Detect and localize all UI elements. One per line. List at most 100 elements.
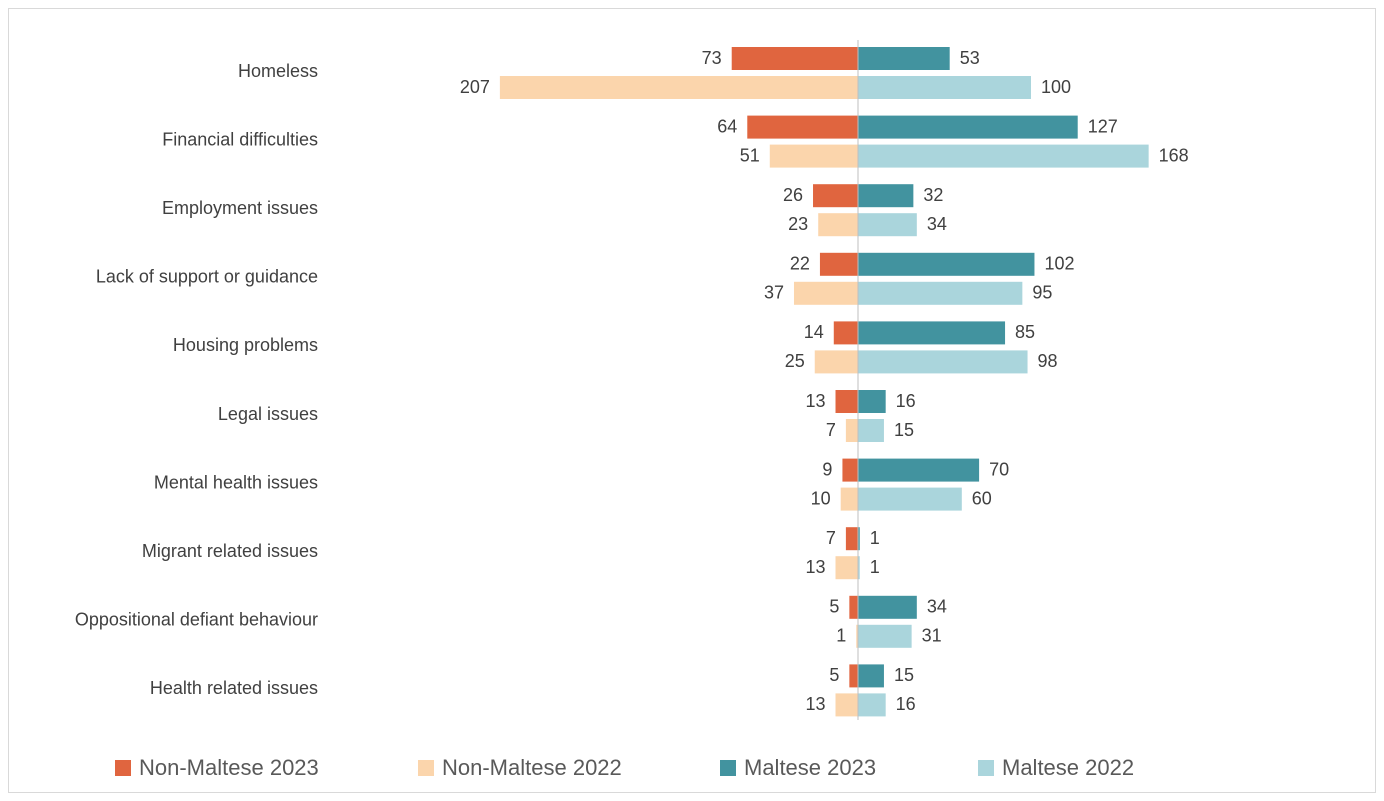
value-label: 5 <box>829 597 839 617</box>
value-label: 10 <box>811 488 831 508</box>
value-label: 23 <box>788 214 808 234</box>
value-label: 53 <box>960 48 980 68</box>
bar <box>845 527 858 551</box>
bar <box>858 321 1006 345</box>
value-label: 73 <box>702 48 722 68</box>
value-label: 168 <box>1159 145 1189 165</box>
bar <box>731 47 858 70</box>
value-label: 26 <box>783 185 803 205</box>
value-label: 32 <box>923 185 943 205</box>
legend-label: Non-Maltese 2022 <box>442 755 622 780</box>
value-label: 25 <box>785 351 805 371</box>
bar <box>814 350 858 374</box>
category-label: Housing problems <box>173 335 318 355</box>
category-label: Homeless <box>238 61 318 81</box>
value-label: 95 <box>1032 283 1052 303</box>
value-label: 102 <box>1044 254 1074 274</box>
bar <box>858 390 886 413</box>
bar <box>858 595 917 619</box>
bar <box>793 281 858 305</box>
value-label: 15 <box>894 665 914 685</box>
bar <box>818 213 858 237</box>
value-label: 5 <box>829 665 839 685</box>
legend-label: Maltese 2022 <box>1002 755 1134 780</box>
value-label: 14 <box>804 322 824 342</box>
bar <box>747 115 858 139</box>
bar <box>842 458 858 482</box>
value-label: 1 <box>836 626 846 646</box>
legend-marker <box>978 760 994 776</box>
bar <box>835 693 858 717</box>
value-label: 70 <box>989 459 1009 479</box>
value-label: 13 <box>805 694 825 714</box>
bar <box>499 76 858 99</box>
bar <box>840 487 858 511</box>
value-label: 100 <box>1041 77 1071 97</box>
bar <box>858 419 884 442</box>
value-label: 60 <box>972 488 992 508</box>
bar <box>858 624 912 648</box>
value-label: 1 <box>870 557 880 577</box>
bar <box>858 556 860 580</box>
bar <box>858 76 1031 99</box>
category-label: Employment issues <box>162 198 318 218</box>
bar <box>858 47 950 70</box>
value-label: 7 <box>826 528 836 548</box>
value-label: 13 <box>805 391 825 411</box>
value-label: 7 <box>826 420 836 440</box>
value-label: 9 <box>822 459 832 479</box>
value-label: 34 <box>927 214 947 234</box>
value-label: 64 <box>717 116 737 136</box>
legend-marker <box>720 760 736 776</box>
bar <box>858 184 914 208</box>
bar <box>769 144 858 168</box>
value-label: 34 <box>927 597 947 617</box>
bar <box>835 390 858 413</box>
bar <box>849 664 858 688</box>
value-label: 37 <box>764 283 784 303</box>
value-label: 16 <box>896 694 916 714</box>
bar <box>833 321 858 345</box>
category-label: Health related issues <box>150 678 318 698</box>
category-label: Oppositional defiant behaviour <box>75 610 318 630</box>
value-label: 98 <box>1038 351 1058 371</box>
category-label: Mental health issues <box>154 472 318 492</box>
value-label: 22 <box>790 254 810 274</box>
category-label: Lack of support or guidance <box>96 267 318 287</box>
bar <box>858 144 1149 168</box>
legend-marker <box>115 760 131 776</box>
bar <box>858 281 1023 305</box>
bar <box>813 184 858 208</box>
value-label: 127 <box>1088 116 1118 136</box>
value-label: 16 <box>896 391 916 411</box>
bar <box>849 595 858 619</box>
legend-marker <box>418 760 434 776</box>
bar <box>858 213 917 237</box>
bar <box>858 458 980 482</box>
bar <box>858 350 1028 374</box>
value-label: 15 <box>894 420 914 440</box>
bar <box>858 487 962 511</box>
value-label: 51 <box>740 145 760 165</box>
category-label: Migrant related issues <box>142 541 318 561</box>
legend-label: Non-Maltese 2023 <box>139 755 319 780</box>
bar <box>858 115 1078 139</box>
value-label: 13 <box>805 557 825 577</box>
category-label: Legal issues <box>218 404 318 424</box>
chart-frame <box>8 8 1376 793</box>
value-label: 31 <box>922 626 942 646</box>
bar <box>858 664 884 688</box>
legend-label: Maltese 2023 <box>744 755 876 780</box>
value-label: 207 <box>460 77 490 97</box>
bar <box>835 556 858 580</box>
bar <box>858 693 886 717</box>
bar <box>858 527 860 551</box>
category-label: Financial difficulties <box>162 129 318 149</box>
bar <box>858 252 1035 276</box>
bar <box>845 419 858 442</box>
value-label: 85 <box>1015 322 1035 342</box>
value-label: 1 <box>870 528 880 548</box>
bar <box>819 252 858 276</box>
bar <box>856 624 858 648</box>
